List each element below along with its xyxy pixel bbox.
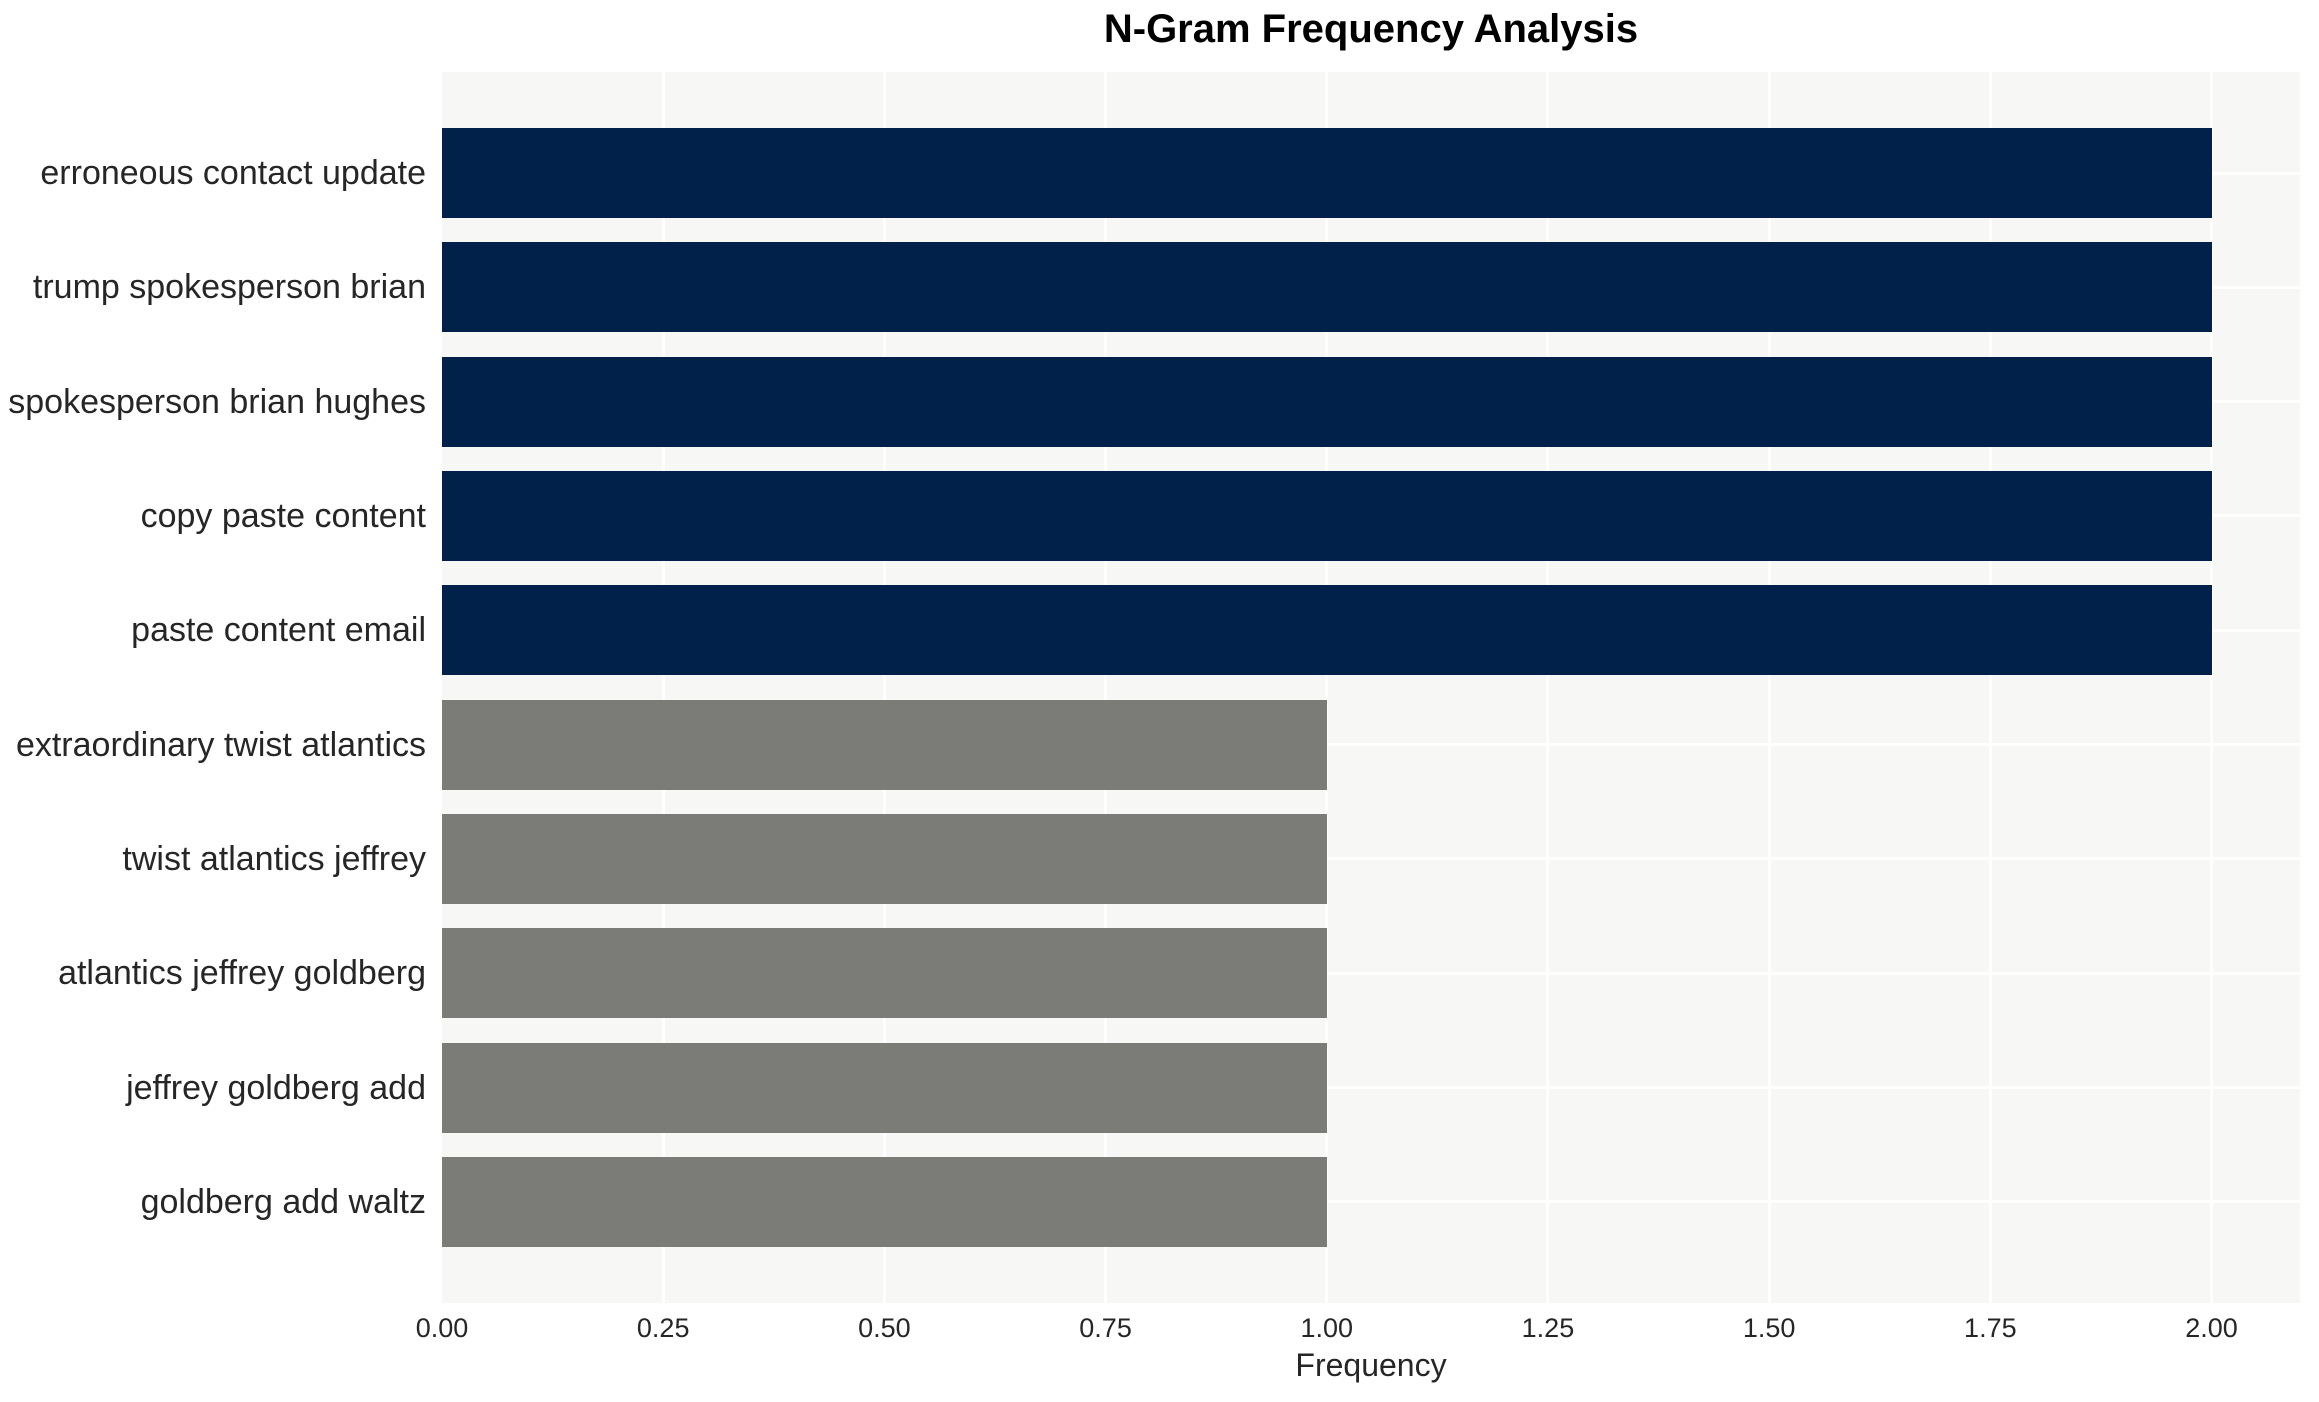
y-tick-label: twist atlantics jeffrey [122, 839, 426, 878]
y-tick-label: atlantics jeffrey goldberg [58, 954, 426, 993]
x-tick-label: 0.75 [1079, 1313, 1132, 1343]
y-tick-label: extraordinary twist atlantics [15, 725, 426, 764]
bar [442, 470, 2212, 561]
bar [442, 242, 2212, 333]
x-tick-label: 2.00 [2185, 1313, 2238, 1343]
v-gridline [1767, 72, 1771, 1303]
x-tick-label: 0.25 [636, 1313, 690, 1343]
bar [442, 356, 2212, 447]
chart-title: N-Gram Frequency Analysis [1103, 7, 1639, 51]
v-gridline [661, 72, 665, 1303]
y-tick-label: goldberg add waltz [140, 1182, 426, 1221]
v-gridline [1988, 72, 1992, 1303]
bar [442, 1042, 1327, 1133]
x-tick-label: 1.75 [1964, 1313, 2017, 1343]
y-tick-label: paste content email [131, 611, 426, 650]
v-gridline [882, 72, 886, 1303]
v-gridline [1325, 72, 1329, 1303]
x-axis-label: Frequency [1295, 1347, 1447, 1383]
plot-area [442, 72, 2300, 1303]
y-tick-label: spokesperson brian hughes [8, 382, 426, 421]
x-tick-label: 0.50 [858, 1313, 911, 1343]
h-gridline [442, 743, 2300, 747]
v-gridline [2210, 72, 2214, 1303]
y-tick-label: erroneous contact update [40, 154, 426, 192]
h-gridline [442, 971, 2300, 975]
y-tick-label: trump spokesperson brian [32, 268, 426, 307]
bar [442, 585, 2212, 676]
bar [442, 699, 1327, 790]
x-tick-label: 1.25 [1521, 1313, 1575, 1343]
x-tick-label: 0.00 [415, 1313, 469, 1343]
h-gridline [442, 1086, 2300, 1090]
x-tick-label: 1.50 [1742, 1313, 1796, 1343]
bar [442, 128, 2212, 218]
bar [442, 928, 1327, 1019]
bar [442, 1156, 1327, 1247]
v-gridline [1546, 72, 1550, 1303]
v-gridline [1104, 72, 1108, 1303]
x-tick-label: 1.00 [1300, 1313, 1354, 1343]
y-tick-label: jeffrey goldberg add [126, 1068, 426, 1107]
h-gridline [442, 857, 2300, 861]
bar [442, 813, 1327, 904]
h-gridline [442, 1200, 2300, 1204]
y-tick-label: copy paste content [140, 496, 426, 535]
